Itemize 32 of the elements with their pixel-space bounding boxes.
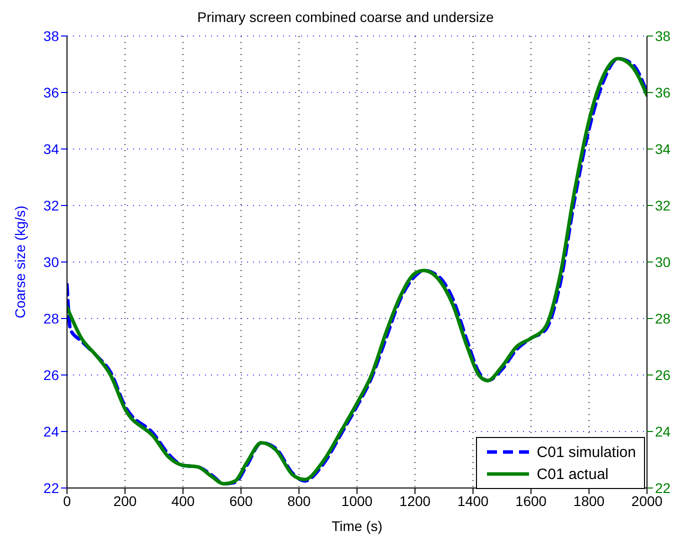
y2-tick-label: 24	[655, 423, 671, 440]
y2-tick-label: 38	[655, 28, 671, 44]
x-tick-label: 0	[63, 492, 72, 509]
y-tick-label: 32	[43, 197, 60, 214]
y-tick-label: 30	[43, 254, 60, 270]
y2-tick-label: 28	[655, 310, 671, 326]
y2-tick-label: 26	[655, 366, 671, 383]
chart-title: Primary screen combined coarse and undersize	[196, 8, 495, 27]
x-tick-label: 1800	[573, 492, 605, 509]
y-tick-label: 26	[43, 366, 60, 383]
y-tick-label: 36	[43, 84, 60, 100]
y2-tick-label: 34	[655, 140, 671, 157]
x-tick-label: 600	[229, 492, 253, 509]
x-tick-label: 400	[171, 492, 195, 509]
legend-label: C01 simulation	[536, 444, 636, 460]
x-tick-label: 1600	[515, 492, 547, 509]
y2-tick-label: 36	[655, 84, 671, 100]
y2-tick-label: 32	[655, 197, 671, 214]
x-tick-label: 1000	[341, 492, 373, 509]
legend-label: C01 actual	[536, 466, 608, 482]
y-tick-label: 38	[43, 28, 60, 44]
y-tick-label: 22	[43, 480, 60, 496]
x-axis-title: Time (s)	[332, 518, 382, 534]
y-tick-label: 24	[43, 423, 60, 440]
y-tick-label: 34	[43, 140, 60, 157]
y-axis-title: Coarse size (kg/s)	[12, 206, 28, 318]
y-tick-label: 28	[43, 310, 60, 326]
x-tick-label: 800	[287, 492, 311, 509]
x-tick-label: 1400	[457, 492, 489, 509]
x-tick-label: 1200	[399, 492, 431, 509]
y2-tick-label: 30	[655, 254, 671, 270]
x-tick-label: 200	[113, 492, 137, 509]
